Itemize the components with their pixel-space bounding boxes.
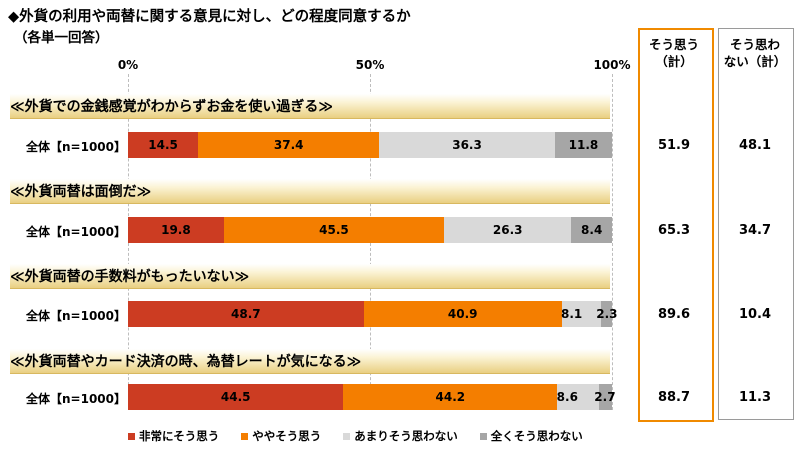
bar-segment-3: [561, 301, 601, 327]
disagree-total: 48.1: [738, 138, 772, 153]
data-label: 36.3: [452, 138, 482, 152]
legend-swatch: [479, 433, 487, 440]
row-label: 全体【n=1000】: [26, 140, 126, 154]
question-band: ≪外貨両替やカード決済の時、為替レートが気になる≫: [10, 349, 610, 374]
x-tick-label: 0%: [117, 58, 139, 72]
chart-title: ◆外貨の利用や両替に関する意見に対し、どの程度同意するか: [8, 9, 411, 25]
bar-segment-3: [379, 132, 555, 158]
summary-column-agree: [638, 28, 714, 422]
x-tick-label: 100%: [593, 58, 631, 72]
legend-item: 全くそう思わない: [479, 428, 583, 444]
data-label: 14.5: [148, 138, 178, 152]
bar-segment-3: [444, 217, 572, 243]
summary-header: そう思う （計）: [636, 36, 712, 70]
row-label: 全体【n=1000】: [26, 309, 126, 323]
legend-item: ややそう思う: [241, 428, 321, 444]
question-band: ≪外貨両替は面倒だ≫: [10, 179, 610, 204]
data-label: 48.7: [231, 307, 261, 321]
summary-header-line: ない（計）: [723, 54, 787, 69]
agree-total: 88.7: [657, 390, 691, 405]
x-tick-label: 50%: [355, 58, 385, 72]
legend-label: ややそう思う: [252, 429, 322, 443]
legend-swatch: [343, 433, 351, 440]
row-label: 全体【n=1000】: [26, 225, 126, 239]
summary-header-line: そう思わ: [729, 37, 780, 52]
data-label: 11.8: [568, 138, 599, 152]
bar-segment-4: [571, 217, 612, 243]
agree-total: 89.6: [657, 307, 691, 322]
bar-segment-2: [198, 132, 380, 158]
bar-segment-2: [343, 384, 558, 410]
question-band: ≪外貨での金銭感覚がわからずお金を使い過ぎる≫: [10, 94, 610, 119]
question-title: ≪外貨両替の手数料がもったいない≫: [10, 269, 250, 285]
bar-segment-1: [128, 384, 344, 410]
bar-segment-2: [363, 301, 562, 327]
bar-segment-1: [128, 217, 224, 243]
legend-item: 非常にそう思う: [128, 428, 219, 444]
data-label: 8.6: [556, 390, 578, 404]
chart-subtitle: （各単一回答）: [14, 30, 109, 46]
data-label: 40.9: [447, 307, 478, 321]
data-label: 45.5: [319, 223, 349, 237]
data-label: 2.3: [596, 307, 618, 321]
data-label: 19.8: [161, 223, 191, 237]
legend-label: 非常にそう思う: [139, 429, 220, 443]
data-label: 8.1: [561, 307, 583, 321]
legend-swatch: [241, 433, 249, 440]
data-label: 8.4: [581, 223, 603, 237]
bar-segment-1: [128, 301, 364, 327]
row-label: 全体【n=1000】: [26, 392, 126, 406]
question-title: ≪外貨での金銭感覚がわからずお金を使い過ぎる≫: [10, 99, 334, 115]
legend-item: あまりそう思わない: [343, 428, 458, 444]
data-label: 44.5: [220, 390, 251, 404]
disagree-total: 10.4: [738, 307, 772, 322]
agree-total: 65.3: [657, 223, 691, 238]
data-label: 2.7: [594, 390, 616, 404]
data-label: 37.4: [273, 138, 304, 152]
summary-column-disagree: [718, 28, 794, 420]
question-title: ≪外貨両替やカード決済の時、為替レートが気になる≫: [10, 354, 362, 370]
gridline: [612, 74, 613, 410]
legend-swatch: [128, 433, 135, 440]
bar-segment-4: [600, 301, 612, 327]
legend-label: あまりそう思わない: [354, 429, 458, 443]
agree-total: 51.9: [657, 138, 691, 153]
question-title: ≪外貨両替は面倒だ≫: [10, 184, 152, 200]
summary-header-line: （計）: [655, 54, 693, 69]
bar-segment-3: [557, 384, 599, 410]
legend-label: 全くそう思わない: [490, 429, 583, 443]
bar-segment-1: [128, 132, 199, 158]
bar-segment-2: [223, 217, 445, 243]
disagree-total: 34.7: [738, 223, 772, 238]
summary-header: そう思わない（計）: [717, 36, 793, 70]
question-band: ≪外貨両替の手数料がもったいない≫: [10, 264, 610, 289]
legend: 非常にそう思う ややそう思う あまりそう思わない 全くそう思わない: [128, 428, 605, 444]
data-label: 26.3: [492, 223, 523, 237]
bar-segment-4: [554, 132, 612, 158]
data-label: 44.2: [435, 390, 466, 404]
disagree-total: 11.3: [738, 390, 772, 405]
bar-segment-4: [598, 384, 612, 410]
summary-header-line: そう思う: [648, 37, 699, 52]
